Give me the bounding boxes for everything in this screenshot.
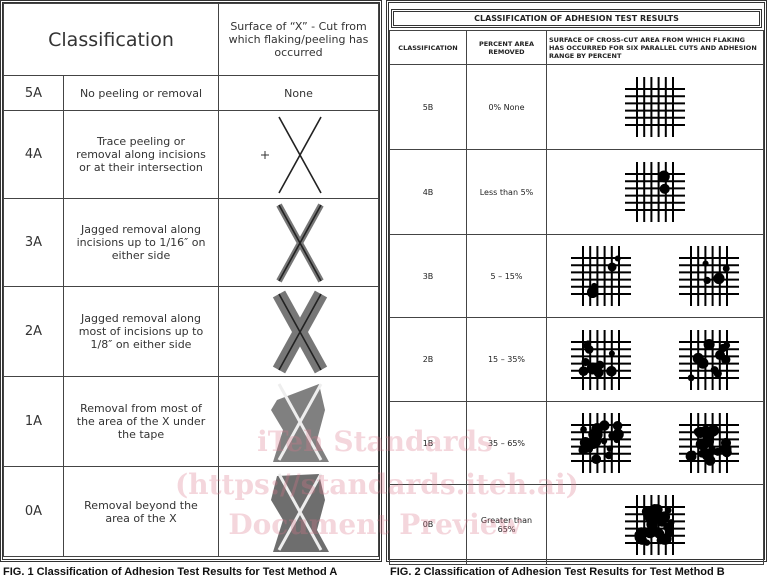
classification-cell: 1B	[389, 401, 467, 485]
surface-cell	[546, 401, 764, 485]
classification-cell: 0B	[389, 484, 467, 565]
table-row: 1B 35 – 65%	[389, 401, 764, 485]
description-cell: Jagged removal along incisions up to 1/1…	[63, 198, 219, 287]
table-row: 2A Jagged removal along most of incisions…	[3, 286, 379, 377]
cross-cut-grid	[625, 77, 685, 137]
surface-cell	[546, 317, 764, 402]
classification-cell: 2A	[3, 286, 64, 377]
description-cell: Removal from most of the area of the X u…	[63, 376, 219, 467]
cross-cut-grid	[679, 413, 739, 473]
percent-cell: Greater than 65%	[466, 484, 547, 565]
classification-cell: 2B	[389, 317, 467, 402]
fig2-table: CLASSIFICATION PERCENT AREA REMOVED SURFAC…	[389, 30, 764, 565]
header-classification: Classification	[3, 3, 219, 76]
table-row: 5A No peeling or removal None	[3, 75, 379, 111]
classification-cell: 1A	[3, 376, 64, 467]
surface-cell	[218, 110, 379, 199]
header-classification: CLASSIFICATION	[389, 30, 467, 65]
cross-cut-grid	[625, 162, 685, 222]
cross-cut-grid	[625, 494, 685, 555]
percent-cell: 0% None	[466, 64, 547, 150]
surface-cell	[218, 198, 379, 287]
surface-cell	[546, 234, 764, 318]
x-cut-image	[270, 472, 329, 552]
surface-cell: None	[218, 75, 379, 111]
description-cell: Trace peeling or removal along incisions…	[63, 110, 219, 199]
x-cut-image	[272, 290, 327, 373]
fig2-table-panel: CLASSIFICATION OF ADHESION TEST RESULTS …	[386, 0, 767, 565]
table-row: 0A Removal beyond the area of the X	[3, 466, 379, 557]
cross-cut-grid	[571, 329, 631, 390]
fig2-title: CLASSIFICATION OF ADHESION TEST RESULTS	[391, 9, 762, 28]
cross-cut-grid	[571, 413, 631, 473]
header-percent: PERCENT AREA REMOVED	[466, 30, 547, 65]
table-row: 4B Less than 5%	[389, 149, 764, 235]
surface-cell	[546, 149, 764, 235]
percent-cell: Less than 5%	[466, 149, 547, 235]
classification-cell: 5B	[389, 64, 467, 150]
fig1-caption: FIG. 1 Classification of Adhesion Test R…	[3, 566, 338, 578]
table-row: 5B 0% None	[389, 64, 764, 150]
classification-cell: 4B	[389, 149, 467, 235]
table-row: 3A Jagged removal along incisions up to 1…	[3, 198, 379, 287]
table-row: 3B 5 – 15%	[389, 234, 764, 318]
cross-cut-grid	[679, 246, 739, 306]
classification-cell: 0A	[3, 466, 64, 557]
percent-cell: 35 – 65%	[466, 401, 547, 485]
surface-cell	[218, 466, 379, 557]
header-surface: SURFACE OF CROSS-CUT AREA FROM WHICH FLA…	[546, 30, 764, 65]
percent-cell: 15 – 35%	[466, 317, 547, 402]
surface-cell	[546, 64, 764, 150]
classification-cell: 5A	[3, 75, 64, 111]
surface-cell	[218, 286, 379, 377]
classification-cell: 3B	[389, 234, 467, 318]
classification-cell: 4A	[3, 110, 64, 199]
description-cell: Removal beyond the area of the X	[63, 466, 219, 557]
x-cut-image	[270, 382, 329, 462]
description-cell: No peeling or removal	[63, 75, 219, 111]
x-cut-image	[260, 116, 322, 193]
x-cut-image	[275, 203, 324, 282]
surface-cell	[218, 376, 379, 467]
fig2-caption: FIG. 2 Classification of Adhesion Test R…	[390, 566, 725, 578]
header-surface: Surface of “X” - Cut from which flaking/…	[218, 3, 379, 76]
table-row: 1A Removal from most of the area of the X…	[3, 376, 379, 467]
fig1-table-panel: Classification Surface of “X” - Cut from …	[0, 0, 382, 562]
cross-cut-grid	[679, 329, 739, 390]
description-cell: Jagged removal along most of incisions u…	[63, 286, 219, 377]
fig1-table: Classification Surface of “X” - Cut from …	[3, 3, 379, 557]
surface-cell	[546, 484, 764, 565]
percent-cell: 5 – 15%	[466, 234, 547, 318]
table-row: 2B 15 – 35%	[389, 317, 764, 402]
table-row: 4A Trace peeling or removal along incisio…	[3, 110, 379, 199]
classification-cell: 3A	[3, 198, 64, 287]
table-row: 0B Greater than 65%	[389, 484, 764, 565]
cross-cut-grid	[571, 246, 631, 306]
